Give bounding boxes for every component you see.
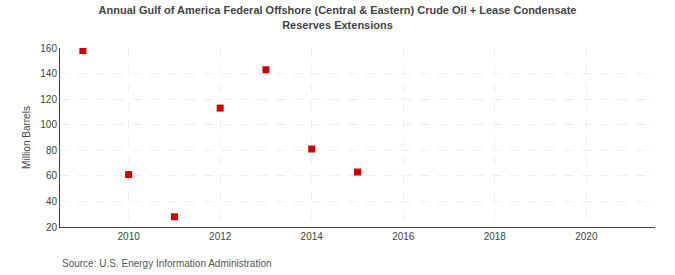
svg-text:2016: 2016	[392, 231, 415, 242]
svg-text:2020: 2020	[575, 231, 598, 242]
svg-text:60: 60	[46, 170, 58, 181]
svg-text:Annual Gulf of America Federal: Annual Gulf of America Federal Offshore …	[99, 4, 577, 30]
svg-text:Million Barrels: Million Barrels	[21, 106, 32, 169]
svg-text:Source: U.S. Energy Informatio: Source: U.S. Energy Information Administ…	[62, 258, 272, 269]
svg-text:20: 20	[46, 222, 58, 233]
svg-text:2018: 2018	[484, 231, 507, 242]
svg-text:100: 100	[40, 119, 57, 130]
svg-text:2012: 2012	[209, 231, 232, 242]
svg-text:40: 40	[46, 196, 58, 207]
svg-text:120: 120	[40, 94, 57, 105]
svg-text:2010: 2010	[118, 231, 141, 242]
svg-text:160: 160	[40, 43, 57, 54]
svg-text:140: 140	[40, 68, 57, 79]
svg-text:80: 80	[46, 145, 58, 156]
svg-text:2014: 2014	[301, 231, 324, 242]
